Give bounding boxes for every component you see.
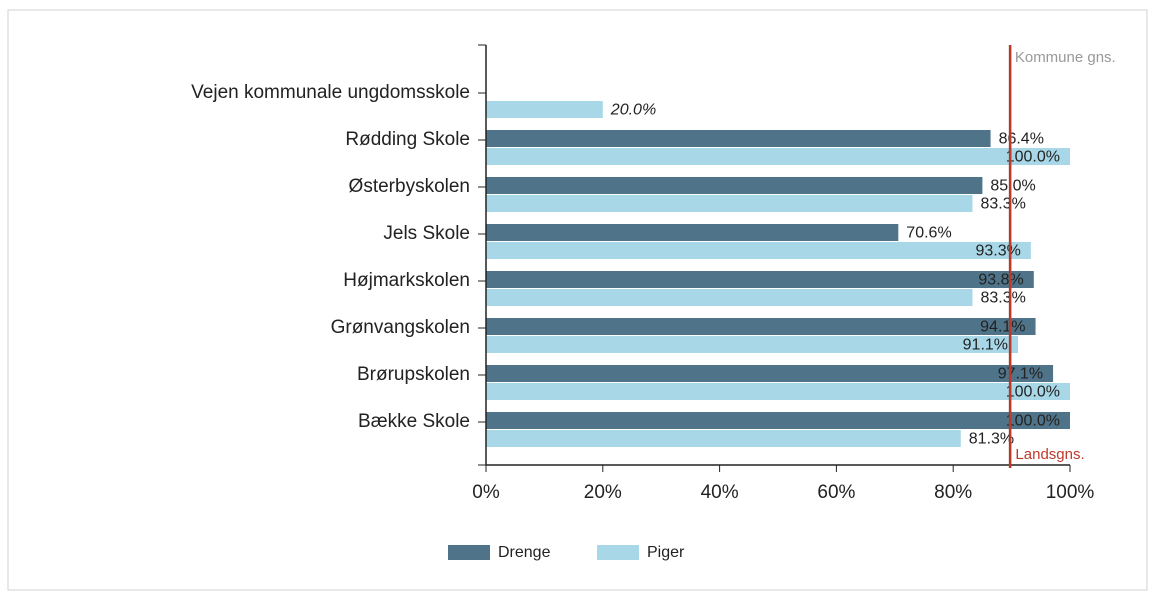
value-label: 100.0% bbox=[1006, 384, 1060, 401]
y-tick-label: Brørupskolen bbox=[357, 364, 470, 385]
value-label: 85.0% bbox=[990, 178, 1035, 195]
value-label: 91.1% bbox=[963, 337, 1008, 354]
bar bbox=[486, 148, 1070, 165]
value-label: 100.0% bbox=[1006, 413, 1060, 430]
x-tick-label: 100% bbox=[1046, 482, 1095, 503]
value-label: 93.3% bbox=[975, 243, 1020, 260]
bar bbox=[486, 412, 1070, 429]
bar bbox=[486, 224, 899, 241]
value-label: 20.0% bbox=[610, 102, 656, 119]
legend-swatch bbox=[597, 545, 639, 560]
value-label: 83.3% bbox=[980, 290, 1025, 307]
bar bbox=[486, 177, 983, 194]
value-label: 83.3% bbox=[980, 196, 1025, 213]
value-label: 93.8% bbox=[978, 272, 1023, 289]
x-tick-label: 60% bbox=[817, 482, 855, 503]
bar bbox=[486, 365, 1054, 382]
value-label: 81.3% bbox=[969, 431, 1014, 448]
bar bbox=[486, 242, 1031, 259]
y-tick-label: Højmarkskolen bbox=[343, 270, 470, 291]
x-tick-label: 40% bbox=[701, 482, 739, 503]
value-label: 100.0% bbox=[1006, 149, 1060, 166]
reference-label: Landsgns. bbox=[1015, 446, 1084, 463]
bar bbox=[486, 271, 1034, 288]
x-tick-label: 20% bbox=[584, 482, 622, 503]
bar bbox=[486, 101, 603, 118]
y-tick-label: Rødding Skole bbox=[345, 129, 470, 150]
value-label: 70.6% bbox=[906, 225, 951, 242]
legend-label: Drenge bbox=[498, 544, 551, 561]
y-tick-label: Grønvangskolen bbox=[331, 317, 470, 338]
bar bbox=[486, 195, 973, 212]
reference-label: Kommune gns. bbox=[1015, 49, 1116, 66]
legend-swatch bbox=[448, 545, 490, 560]
bar bbox=[486, 318, 1036, 335]
y-tick-label: Østerbyskolen bbox=[349, 176, 470, 197]
bar bbox=[486, 430, 961, 447]
bar bbox=[486, 383, 1070, 400]
bar bbox=[486, 336, 1019, 353]
bar bbox=[486, 130, 991, 147]
x-tick-label: 80% bbox=[934, 482, 972, 503]
legend-label: Piger bbox=[647, 544, 685, 561]
y-tick-label: Vejen kommunale ungdomsskole bbox=[191, 82, 470, 103]
y-tick-label: Jels Skole bbox=[383, 223, 470, 244]
value-label: 94.1% bbox=[980, 319, 1025, 336]
x-tick-label: 0% bbox=[472, 482, 500, 503]
bar bbox=[486, 289, 973, 306]
y-tick-label: Bække Skole bbox=[358, 411, 470, 432]
value-label: 97.1% bbox=[998, 366, 1043, 383]
value-label: 86.4% bbox=[999, 131, 1044, 148]
